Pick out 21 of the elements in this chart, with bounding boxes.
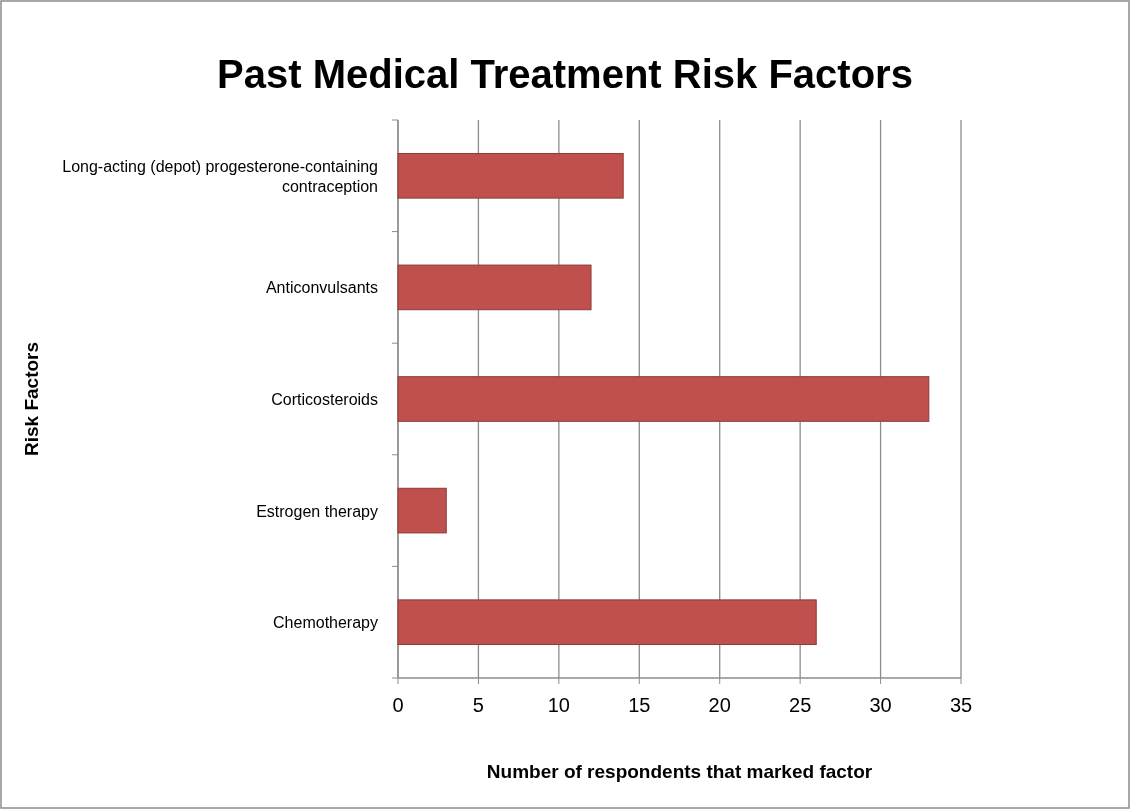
y-tick-label: Anticonvulsants — [265, 279, 378, 297]
chart-title: Past Medical Treatment Risk Factors — [217, 52, 913, 96]
x-tick-label: 5 — [472, 694, 484, 716]
x-tick-label: 10 — [547, 694, 570, 716]
x-tick-label: 35 — [949, 694, 973, 716]
bar — [397, 376, 930, 422]
x-tick-label: 20 — [708, 694, 731, 716]
x-tick-label: 25 — [789, 694, 812, 716]
bar — [397, 264, 592, 311]
y-tick-label: Corticosteroids — [271, 391, 378, 408]
bar — [397, 152, 624, 199]
x-tick-label: 15 — [628, 694, 651, 716]
bar — [397, 487, 447, 534]
y-tick-label: Estrogen therapy — [256, 502, 378, 520]
x-axis-title: Number of respondents that marked factor — [486, 761, 873, 782]
y-tick-label: Long-acting (depot) progesterone-containing contraception — [62, 157, 378, 195]
bar — [397, 599, 817, 646]
x-tick-label: 30 — [869, 694, 892, 716]
y-tick-label: Chemotherapy — [273, 614, 378, 632]
x-tick-label: 0 — [392, 694, 404, 716]
y-axis-title: Risk Factors — [21, 341, 42, 457]
